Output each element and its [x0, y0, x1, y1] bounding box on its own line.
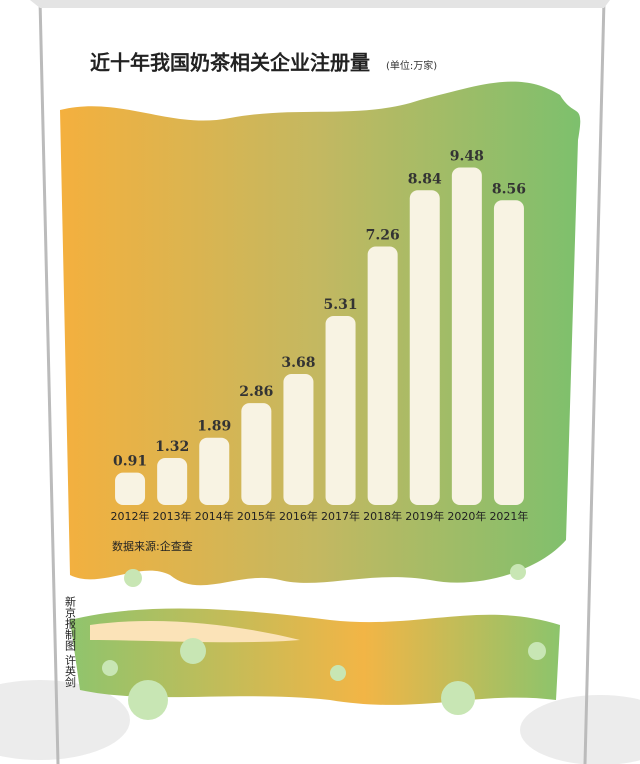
cup-outline — [38, 0, 606, 764]
value-label: 1.89 — [197, 419, 231, 435]
value-label: 9.48 — [450, 149, 484, 165]
x-tick-label: 2018年 — [363, 509, 402, 523]
value-label: 5.31 — [323, 297, 357, 313]
x-tick-label: 2016年 — [279, 509, 318, 523]
value-label: 7.26 — [366, 228, 400, 244]
bubble — [330, 665, 346, 681]
bubble — [124, 569, 142, 587]
bar — [115, 472, 146, 505]
value-label: 8.56 — [492, 181, 526, 197]
mist — [520, 695, 640, 764]
value-label: 3.68 — [281, 355, 315, 371]
bar — [409, 190, 440, 505]
bar — [325, 315, 356, 505]
source: 数据来源:企查查 — [112, 539, 193, 553]
x-tick-label: 2017年 — [321, 509, 360, 523]
bubble — [102, 660, 118, 676]
x-tick-label: 2014年 — [195, 509, 234, 523]
bar — [157, 458, 188, 505]
value-label: 8.84 — [408, 171, 442, 187]
bubble — [441, 681, 475, 715]
x-tick-label: 2019年 — [405, 509, 444, 523]
value-label: 0.91 — [113, 454, 147, 470]
value-label: 1.32 — [155, 439, 189, 455]
bar — [199, 437, 230, 505]
x-tick-label: 2015年 — [237, 509, 276, 523]
x-tick-label: 2020年 — [447, 509, 486, 523]
bubble — [528, 642, 546, 660]
bar — [493, 200, 524, 506]
bubble — [180, 638, 206, 664]
chart-subtitle: (单位:万家) — [386, 59, 437, 72]
bar — [451, 167, 482, 505]
mist — [0, 680, 130, 760]
value-label: 2.86 — [239, 384, 273, 400]
bar — [283, 373, 314, 505]
x-tick-label: 2012年 — [111, 509, 150, 523]
cup-rim — [30, 0, 610, 8]
bubble — [510, 564, 526, 580]
gradient-wave — [60, 81, 581, 586]
credit: 新京报制图 许英剑 — [64, 595, 77, 688]
bar — [367, 246, 398, 505]
x-tick-label: 2021年 — [489, 509, 528, 523]
x-tick-label: 2013年 — [153, 509, 192, 523]
chart-title: 近十年我国奶茶相关企业注册量 — [90, 51, 370, 75]
lower-highlight — [90, 620, 300, 643]
bubble — [128, 680, 168, 720]
bar — [241, 403, 272, 505]
